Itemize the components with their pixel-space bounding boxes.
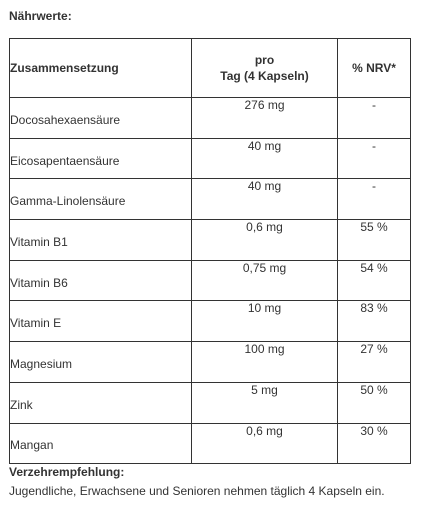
table-row: Vitamin B1 0,6 mg 55 % bbox=[9, 219, 411, 261]
row-amount: 0,75 mg bbox=[191, 259, 338, 302]
row-nrv: - bbox=[337, 97, 411, 139]
row-nrv: 27 % bbox=[337, 341, 411, 383]
row-amount: 5 mg bbox=[191, 381, 338, 424]
nutrition-table: Zusammensetzung pro Tag (4 Kapseln) % NR… bbox=[9, 38, 411, 465]
row-name-text: Vitamin E bbox=[10, 316, 62, 331]
row-name-text: Vitamin B1 bbox=[10, 234, 68, 249]
row-amount: 100 mg bbox=[191, 341, 338, 383]
row-name-text: Vitamin B6 bbox=[10, 275, 68, 290]
row-name: Docosahexaensäure bbox=[9, 97, 192, 139]
row-amount: 40 mg bbox=[191, 137, 338, 180]
row-name-text: Gamma-Linolensäure bbox=[10, 194, 126, 209]
row-name: Mangan bbox=[9, 422, 192, 465]
table-row: Gamma-Linolensäure 40 mg - bbox=[9, 178, 411, 221]
table-row: Docosahexaensäure 276 mg - bbox=[9, 97, 411, 139]
recommendation-text: Jugendliche, Erwachsene und Senioren neh… bbox=[9, 484, 385, 498]
header-per-day-line2: Tag (4 Kapseln) bbox=[220, 69, 309, 83]
row-name: Eicosapentaensäure bbox=[9, 137, 192, 180]
row-nrv: 55 % bbox=[337, 219, 411, 261]
row-name: Magnesium bbox=[9, 341, 192, 383]
table-row: Zink 5 mg 50 % bbox=[9, 381, 411, 424]
row-nrv: 30 % bbox=[337, 422, 411, 465]
row-nrv: 83 % bbox=[337, 300, 411, 343]
row-nrv: 50 % bbox=[337, 381, 411, 424]
row-name-text: Magnesium bbox=[10, 356, 73, 371]
row-name: Gamma-Linolensäure bbox=[9, 178, 192, 221]
row-amount: 0,6 mg bbox=[191, 422, 338, 465]
row-nrv: - bbox=[337, 178, 411, 221]
row-name-text: Zink bbox=[10, 397, 33, 412]
table-row: Vitamin B6 0,75 mg 54 % bbox=[9, 259, 411, 302]
row-name-text: Mangan bbox=[10, 438, 54, 453]
header-nrv: % NRV* bbox=[337, 38, 411, 98]
row-name: Vitamin B6 bbox=[9, 259, 192, 302]
table-header-row: Zusammensetzung pro Tag (4 Kapseln) % NR… bbox=[9, 38, 411, 98]
row-amount: 276 mg bbox=[191, 97, 338, 139]
table-row: Eicosapentaensäure 40 mg - bbox=[9, 137, 411, 180]
header-composition: Zusammensetzung bbox=[9, 38, 192, 98]
row-nrv: 54 % bbox=[337, 259, 411, 302]
header-per-day-line1: pro bbox=[254, 53, 275, 67]
row-amount: 10 mg bbox=[191, 300, 338, 343]
table-row: Vitamin E 10 mg 83 % bbox=[9, 300, 411, 343]
recommendation-title: Verzehrempfehlung: bbox=[9, 465, 125, 479]
row-amount: 40 mg bbox=[191, 178, 338, 221]
row-nrv: - bbox=[337, 137, 411, 180]
row-name-text: Docosahexaensäure bbox=[10, 112, 121, 127]
row-name: Vitamin E bbox=[9, 300, 192, 343]
row-name: Zink bbox=[9, 381, 192, 424]
header-per-day: pro Tag (4 Kapseln) bbox=[191, 38, 338, 98]
nutrition-heading: Nährwerte: bbox=[9, 9, 72, 23]
table-row: Magnesium 100 mg 27 % bbox=[9, 341, 411, 383]
table-row: Mangan 0,6 mg 30 % bbox=[9, 422, 411, 465]
row-amount: 0,6 mg bbox=[191, 219, 338, 261]
row-name-text: Eicosapentaensäure bbox=[10, 153, 120, 168]
row-name: Vitamin B1 bbox=[9, 219, 192, 261]
